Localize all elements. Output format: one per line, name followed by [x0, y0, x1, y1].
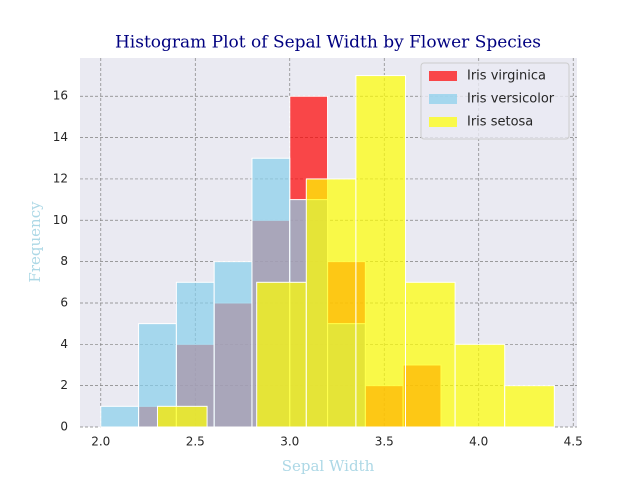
legend-label: Iris versicolor	[467, 92, 555, 107]
legend-box	[420, 62, 570, 140]
y-tick-label: 0	[60, 420, 68, 434]
legend-swatch	[429, 117, 457, 127]
y-tick-label: 10	[53, 213, 68, 227]
y-tick-label: 6	[60, 295, 68, 309]
x-tick-label: 3.0	[280, 435, 299, 449]
x-tick-label: 3.5	[375, 435, 394, 449]
legend-swatch	[429, 94, 457, 104]
histogram-bar	[504, 385, 555, 428]
y-tick-label: 16	[53, 89, 68, 103]
x-tick-label: 2.0	[91, 435, 110, 449]
legend-swatch	[429, 71, 457, 81]
histogram-bar	[405, 281, 456, 428]
x-tick-label: 2.5	[186, 435, 205, 449]
y-tick-label: 12	[53, 171, 68, 185]
histogram-bar	[175, 281, 215, 428]
y-axis-label: Frequency	[26, 201, 44, 283]
histogram-bar	[454, 343, 506, 428]
x-axis-label: Sepal Width	[282, 457, 375, 475]
legend-label: Iris virginica	[467, 69, 546, 84]
histogram-bar	[156, 405, 208, 428]
histogram-bar	[256, 281, 307, 428]
y-tick-label: 14	[53, 130, 68, 144]
histogram-bar	[355, 75, 407, 428]
y-tick-label: 2	[60, 378, 68, 392]
y-tick-label: 4	[60, 337, 68, 351]
chart-title: Histogram Plot of Sepal Width by Flower …	[115, 33, 541, 53]
legend-label: Iris setosa	[467, 115, 533, 130]
histogram-bar	[100, 405, 140, 428]
histogram-bar	[213, 261, 253, 428]
histogram-bar	[305, 178, 357, 428]
x-tick-label: 4.0	[469, 435, 488, 449]
y-tick-label: 8	[60, 254, 68, 268]
legend: Iris virginica Iris versicolor Iris setosa	[420, 62, 570, 140]
x-tick-label: 4.5	[564, 435, 583, 449]
